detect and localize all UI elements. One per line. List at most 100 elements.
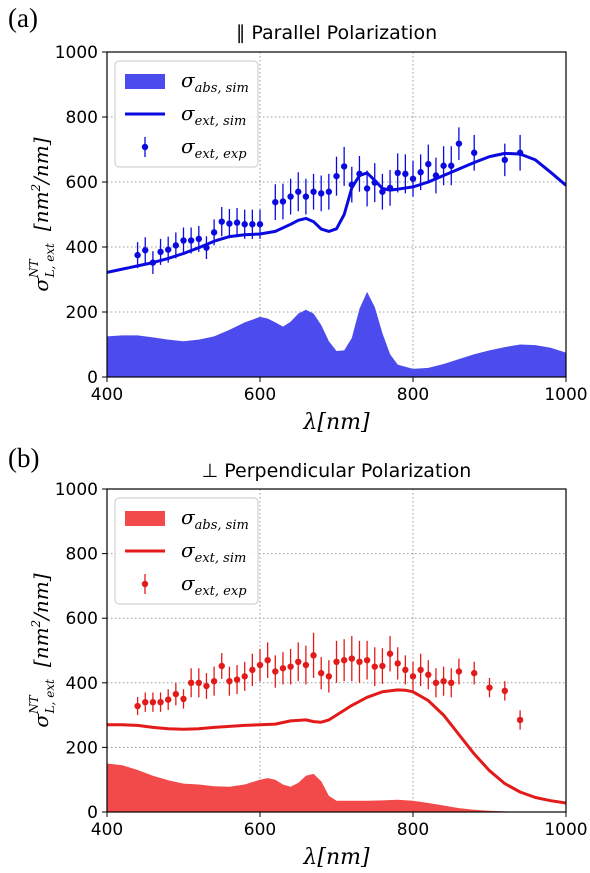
data-point — [402, 170, 409, 178]
x-tick-label: 800 — [397, 820, 429, 840]
data-point — [272, 198, 279, 206]
data-point — [455, 140, 463, 147]
data-point — [157, 248, 164, 256]
legend-subscript: ext, exp — [195, 147, 248, 162]
data-point — [425, 671, 432, 678]
data-point — [279, 665, 287, 672]
data-point — [210, 677, 218, 685]
data-point — [172, 690, 180, 698]
legend-symbol: σ — [181, 68, 196, 92]
panel-b: (b) ⊥ Perpendicular Polarization 400 600 800… — [8, 443, 588, 870]
data-point — [149, 698, 157, 706]
y-axis-label-part: σ — [29, 277, 53, 292]
legend-swatch-point — [141, 580, 149, 588]
legend-symbol: σ — [181, 538, 196, 562]
data-point — [180, 237, 187, 244]
data-point — [425, 160, 432, 168]
data-point — [516, 149, 524, 156]
data-point — [149, 259, 157, 266]
panel-label: (b) — [8, 443, 39, 473]
data-point — [440, 162, 447, 169]
data-point — [340, 163, 348, 170]
y-axis-label-part: 2 — [29, 184, 43, 193]
data-point — [348, 655, 355, 662]
data-point — [348, 181, 355, 188]
data-point — [233, 219, 241, 226]
panel-label: (a) — [8, 3, 38, 33]
data-point — [218, 218, 225, 225]
y-tick-label: 1000 — [55, 43, 98, 63]
data-point — [165, 696, 172, 703]
data-point — [256, 661, 264, 669]
chart-title: ∥ Parallel Polarization — [236, 22, 437, 44]
data-point — [180, 695, 187, 703]
y-tick-label: 600 — [66, 609, 98, 629]
y-axis-label: σNT L, ext [nm2/nm] — [27, 573, 57, 727]
data-point — [241, 673, 248, 680]
legend-subscript: ext, exp — [195, 584, 248, 599]
y-axis-label-part: L, ext — [43, 679, 57, 714]
data-point — [264, 656, 271, 664]
data-point — [203, 244, 210, 251]
data-point — [394, 169, 401, 177]
data-point — [379, 662, 386, 670]
data-point — [195, 679, 202, 686]
legend-entry-label: σext, exp — [181, 571, 247, 599]
y-tick-label: 1000 — [55, 480, 98, 500]
data-point — [394, 660, 401, 667]
panel-a: (a) ∥ Parallel Polarization 400 600 800 1000 0… — [8, 3, 588, 435]
data-point — [363, 185, 371, 192]
data-point — [432, 172, 440, 179]
data-point — [409, 673, 417, 680]
data-point — [448, 679, 455, 686]
data-point — [471, 149, 478, 156]
data-point — [287, 663, 294, 670]
legend-subscript: ext, sim — [195, 551, 247, 566]
data-point — [295, 658, 302, 666]
data-point — [272, 668, 279, 675]
legend-swatch-point — [141, 143, 149, 151]
plot-frame — [106, 51, 567, 378]
legend-entry-label: σabs, sim — [181, 505, 249, 533]
data-point — [379, 188, 386, 195]
legend-symbol: σ — [181, 571, 196, 595]
data-point — [310, 188, 317, 195]
data-point — [318, 669, 325, 677]
x-axis-label: λ[nm] — [302, 845, 370, 870]
data-point — [402, 666, 409, 674]
data-point — [371, 179, 378, 186]
data-point — [356, 658, 363, 666]
legend-entry-label: σext, sim — [181, 101, 246, 129]
data-point — [409, 175, 417, 182]
data-point — [318, 190, 325, 197]
data-point — [226, 220, 233, 227]
data-point — [279, 198, 287, 205]
y-tick-label: 200 — [66, 303, 98, 323]
data-point — [432, 679, 440, 686]
data-point — [157, 698, 164, 706]
data-point — [448, 162, 455, 169]
x-tick-label: 1000 — [544, 385, 587, 405]
data-layer — [107, 632, 566, 812]
data-point — [386, 650, 394, 657]
data-point — [226, 677, 233, 685]
y-axis-label-part: 2 — [29, 620, 43, 629]
x-tick-label: 400 — [91, 385, 123, 405]
legend-swatch-area — [125, 511, 165, 526]
y-tick-label: 400 — [66, 674, 98, 694]
legend-symbol: σ — [181, 505, 196, 529]
series-area-abs-sim — [107, 763, 566, 812]
data-point — [333, 658, 340, 666]
y-axis-label-part: L, ext — [43, 243, 57, 278]
data-point — [325, 188, 333, 195]
legend-entry-label: σabs, sim — [181, 68, 249, 96]
data-point — [501, 687, 508, 695]
y-tick-label: 0 — [87, 368, 98, 388]
x-tick-label: 600 — [244, 820, 276, 840]
data-point — [210, 229, 218, 236]
data-point — [440, 677, 447, 685]
data-point — [486, 684, 493, 691]
data-point — [249, 221, 256, 228]
y-tick-label: 800 — [66, 545, 98, 565]
data-point — [195, 235, 202, 243]
